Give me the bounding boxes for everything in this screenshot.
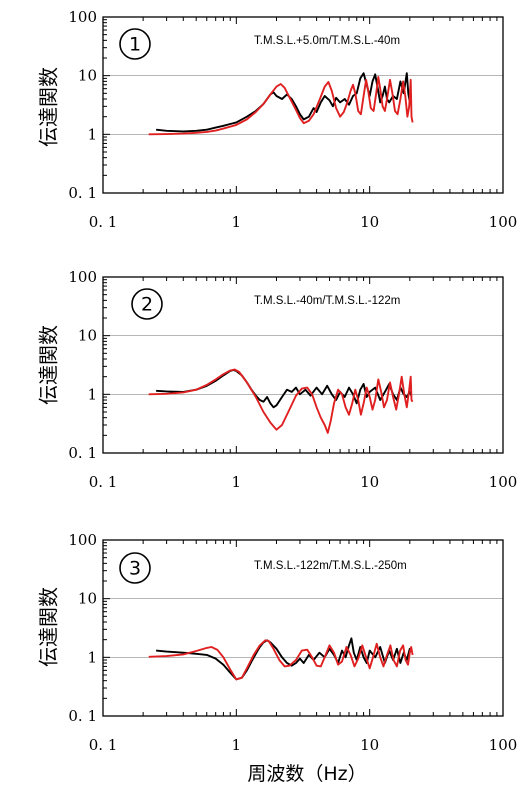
panel-number: 2	[141, 294, 153, 316]
y-axis-label: 伝達関数	[37, 325, 61, 405]
x-tick-label: 100	[489, 473, 518, 491]
x-tick-label: 100	[489, 213, 518, 231]
x-axis-label: 周波数（Hz）	[247, 763, 366, 785]
x-tick-label: 10	[360, 473, 379, 491]
panel-number-badge	[131, 288, 163, 320]
panel-annotation: T.M.S.L.-40m/T.M.S.L.-122m	[254, 295, 400, 307]
panel-2: 伝達関数 2 T.M.S.L.-40m/T.M.S.L.-122m 0. 1 1 1…	[37, 268, 518, 491]
panel-number-badge	[119, 552, 151, 584]
y-tick-label: 10	[78, 67, 97, 85]
x-tick-label: 0. 1	[89, 213, 118, 231]
x-tick-label: 1	[232, 213, 242, 231]
y-tick-label: 0. 1	[68, 184, 97, 202]
panel-number: 1	[129, 34, 141, 56]
x-tick-label: 1	[232, 736, 242, 754]
y-tick-label: 1	[87, 648, 97, 666]
panel-1: 伝達関数 1 T.M.S.L.+5.0m/T.M.S.L.-40m 0. 1 1 1…	[37, 8, 518, 231]
x-tick-label: 0. 1	[89, 473, 118, 491]
panel-3: 伝達関数 3 T.M.S.L.-122m/T.M.S.L.-250m 0. 1 1…	[37, 531, 518, 754]
plot-frame	[102, 16, 504, 194]
y-tick-label: 0. 1	[68, 707, 97, 725]
x-tick-label: 100	[489, 736, 518, 754]
y-tick-label: 10	[78, 327, 97, 345]
y-tick-label: 100	[68, 531, 97, 549]
y-tick-label: 10	[78, 590, 97, 608]
x-tick-label: 1	[232, 473, 242, 491]
panel-number-badge	[119, 28, 151, 60]
plot-frame	[102, 539, 504, 717]
x-tick-label: 10	[360, 736, 379, 754]
series-line-red	[148, 368, 414, 434]
x-tick-label: 0. 1	[89, 736, 118, 754]
x-tick-label: 10	[360, 213, 379, 231]
y-tick-label: 1	[87, 125, 97, 143]
plot-frame	[102, 276, 504, 454]
series-line-red	[148, 76, 414, 136]
series-line-red	[148, 639, 414, 681]
series-line-black	[156, 72, 412, 133]
y-axis-label: 伝達関数	[37, 587, 61, 667]
panel-annotation: T.M.S.L.+5.0m/T.M.S.L.-40m	[254, 35, 400, 47]
panel-annotation: T.M.S.L.-122m/T.M.S.L.-250m	[254, 560, 407, 572]
y-tick-label: 100	[68, 8, 97, 26]
y-axis-label: 伝達関数	[37, 67, 61, 147]
y-tick-label: 0. 1	[68, 444, 97, 462]
y-tick-label: 1	[87, 385, 97, 403]
y-tick-label: 100	[68, 268, 97, 286]
panel-number: 3	[129, 558, 141, 580]
series-line-black	[156, 369, 413, 409]
